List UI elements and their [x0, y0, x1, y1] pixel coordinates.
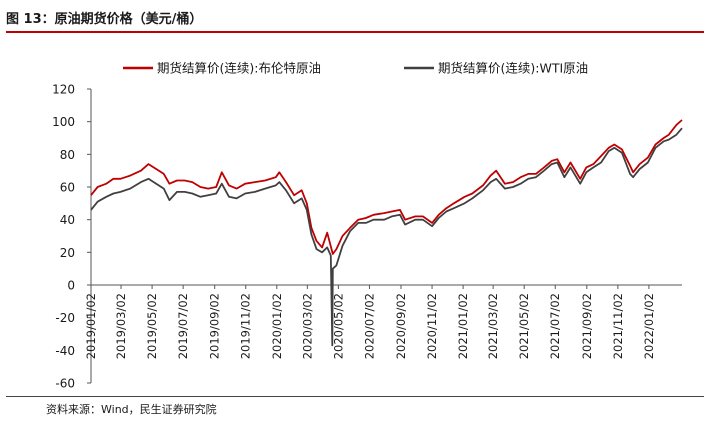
y-tick-label: 120: [52, 83, 75, 97]
figure-title: 图 13：原油期货价格（美元/桶）: [6, 12, 203, 27]
x-tick-label: 2020/03/02: [300, 293, 314, 359]
series-line-wti: [90, 127, 683, 347]
legend: 期货结算价(连续):布伦特原油 期货结算价(连续):WTI原油: [123, 61, 588, 76]
x-tick-label: 2021/01/02: [456, 293, 470, 359]
x-tick-label: 2020/09/02: [394, 293, 408, 359]
y-tick-label: 0: [67, 279, 75, 293]
x-tick-label: 2019/05/02: [145, 293, 159, 359]
series-line-brent: [90, 119, 683, 255]
y-tick-label: 60: [60, 181, 75, 195]
x-tick-label: 2020/05/02: [331, 293, 345, 359]
y-tick-labels: -60 -40 -20 0 20 40 60 80 100 120: [52, 83, 91, 391]
y-tick-label: -40: [55, 344, 75, 358]
x-tick-label: 2022/01/02: [642, 293, 656, 359]
y-tick-label: 100: [52, 115, 75, 129]
x-tick-label: 2020/07/02: [362, 293, 376, 359]
legend-label-brent: 期货结算价(连续):布伦特原油: [157, 61, 321, 76]
legend-label-wti: 期货结算价(连续):WTI原油: [438, 61, 588, 76]
y-tick-label: 40: [60, 213, 75, 227]
x-tick-label: 2021/09/02: [580, 293, 594, 359]
series-lines: [90, 119, 683, 347]
x-tick-label: 2021/11/02: [611, 293, 625, 359]
y-tick-label: -60: [55, 377, 75, 391]
y-tick-label: 80: [60, 148, 75, 162]
x-tick-label: 2019/01/02: [84, 293, 98, 359]
title-rule: [6, 31, 704, 33]
x-tick-label: 2021/03/02: [486, 293, 500, 359]
footer-rule: [6, 396, 704, 397]
x-tick-label: 2019/03/02: [114, 293, 128, 359]
y-tick-label: -20: [55, 311, 75, 325]
x-tick-label: 2019/07/02: [176, 293, 190, 359]
x-tick-label: 2020/11/02: [425, 293, 439, 359]
x-tick-label: 2020/01/02: [270, 293, 284, 359]
y-tick-label: 20: [60, 246, 75, 260]
figure-source: 资料来源：Wind，民生证券研究院: [46, 403, 217, 416]
x-tick-label: 2021/05/02: [517, 293, 531, 359]
x-tick-label: 2019/11/02: [239, 293, 253, 359]
x-tick-label: 2019/09/02: [208, 293, 222, 359]
axes: [90, 89, 682, 383]
x-tick-labels: 2019/01/02 2019/03/02 2019/05/02 2019/07/02…: [84, 285, 656, 359]
x-tick-label: 2021/07/02: [548, 293, 562, 359]
